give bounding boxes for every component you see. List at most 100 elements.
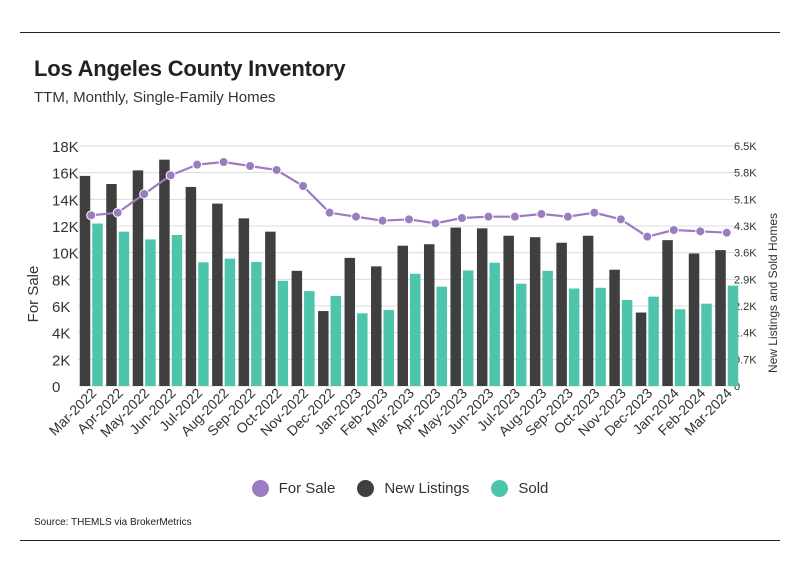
bar-sold	[251, 261, 262, 386]
bar-new-listings	[476, 228, 488, 386]
legend-label-sold: Sold	[518, 480, 549, 497]
for-sale-point	[377, 215, 388, 226]
bar-sold	[436, 286, 447, 386]
bar-new-listings	[688, 253, 700, 386]
legend-label-for-sale: For Sale	[278, 480, 336, 497]
bar-new-listings	[371, 266, 382, 386]
for-sale-point	[351, 211, 362, 222]
right-tick-label: 4.3K	[734, 221, 757, 233]
legend-marker-for-sale	[251, 480, 269, 497]
bar-sold	[224, 258, 236, 386]
for-sale-point	[112, 207, 123, 218]
for-sale-point	[245, 161, 256, 171]
bar-new-listings	[529, 237, 541, 386]
bar-sold	[568, 288, 580, 386]
for-sale-point	[298, 181, 309, 191]
bottom-rule	[20, 540, 780, 541]
bar-sold	[648, 296, 659, 386]
right-tick-label: 3.6K	[734, 248, 757, 260]
bar-sold	[357, 313, 368, 386]
bar-sold	[410, 273, 421, 386]
right-tick-label: 0.7K	[734, 354, 757, 366]
bar-new-listings	[662, 240, 673, 386]
bar-new-listings	[503, 235, 514, 386]
left-tick-label: 18K	[52, 139, 79, 156]
bar-new-listings	[159, 159, 170, 386]
left-tick-label: 0	[52, 379, 60, 396]
source-note: Source: THEMLS via BrokerMetrics	[34, 517, 192, 528]
legend-item-sold[interactable]: Sold	[491, 480, 548, 497]
right-tick-label: 2.2K	[734, 301, 757, 313]
bar-sold	[145, 239, 156, 386]
right-tick-label: 0	[734, 381, 740, 393]
right-axis-label: New Listings and Sold Homes	[766, 213, 780, 373]
x-axis-labels: Mar-2022Apr-2022May-2022Jun-2022Jul-2022…	[46, 385, 735, 440]
for-sale-point	[456, 213, 467, 223]
for-sale-point	[218, 157, 229, 167]
right-axis-ticks: 0 0.7K 1.4K 2.2K 2.9K 3.6K 4.3K 5.1K 5.8K 6.5K	[734, 141, 757, 393]
bar-new-listings	[397, 245, 408, 386]
for-sale-point	[165, 170, 176, 181]
bar-sold	[277, 280, 289, 386]
left-tick-label: 2K	[52, 352, 70, 369]
bar-new-listings	[450, 227, 461, 386]
bar-new-listings	[265, 231, 276, 386]
legend-marker-sold	[491, 480, 509, 497]
for-sale-point	[589, 207, 600, 218]
for-sale-point	[271, 165, 282, 175]
chart-subtitle: TTM, Monthly, Single-Family Homes	[34, 89, 276, 106]
top-rule	[20, 32, 780, 33]
left-tick-label: 6K	[52, 299, 70, 316]
bar-sold	[489, 262, 500, 386]
for-sale-point	[668, 225, 679, 235]
bar-sold	[542, 270, 553, 386]
bar-sold	[118, 231, 130, 386]
bar-new-listings	[423, 244, 435, 386]
bar-sold	[462, 270, 474, 386]
for-sale-line-layer	[86, 157, 732, 242]
bar-new-listings	[291, 270, 303, 386]
right-tick-label: 1.4K	[734, 328, 757, 340]
left-tick-label: 10K	[52, 246, 79, 263]
for-sale-point	[562, 211, 573, 222]
legend-item-new-listings[interactable]: New Listings	[357, 480, 469, 497]
for-sale-point	[86, 210, 97, 221]
for-sale-point	[721, 227, 732, 238]
for-sale-point	[695, 226, 706, 237]
bar-new-listings	[582, 235, 594, 386]
bar-new-listings	[556, 242, 567, 386]
legend-label-new-listings: New Listings	[384, 480, 470, 497]
right-tick-label: 2.9K	[734, 274, 757, 286]
bar-new-listings	[238, 218, 250, 386]
left-axis-ticks: 0 2K 4K 6K 8K 10K 12K 14K 16K 18K	[52, 139, 79, 396]
left-tick-label: 16K	[52, 166, 79, 183]
bar-sold	[621, 299, 633, 386]
left-axis-label: For Sale	[25, 266, 42, 323]
bar-new-listings	[212, 203, 223, 386]
for-sale-point	[536, 209, 547, 219]
for-sale-point	[139, 189, 150, 199]
bar-new-listings	[715, 250, 726, 386]
bar-sold	[304, 291, 315, 386]
right-tick-label: 5.8K	[734, 168, 757, 180]
bar-sold	[198, 262, 209, 386]
bar-sold	[701, 303, 712, 386]
right-tick-label: 5.1K	[734, 194, 757, 206]
bar-sold	[727, 285, 739, 386]
bar-new-listings	[185, 186, 197, 386]
bar-sold	[515, 283, 527, 386]
legend-marker-new-listings	[357, 480, 375, 497]
bar-sold	[171, 234, 183, 386]
for-sale-point	[483, 211, 494, 222]
bar-new-listings	[79, 175, 91, 386]
legend-item-for-sale[interactable]: For Sale	[251, 480, 336, 497]
for-sale-point	[404, 214, 414, 225]
right-tick-label: 6.5K	[734, 141, 757, 153]
legend: For Sale New Listings Sold	[0, 480, 800, 497]
bar-sold	[330, 295, 342, 386]
for-sale-point	[509, 211, 520, 222]
bar-new-listings	[609, 269, 620, 386]
bars-layer	[79, 159, 739, 386]
for-sale-point	[192, 159, 203, 170]
